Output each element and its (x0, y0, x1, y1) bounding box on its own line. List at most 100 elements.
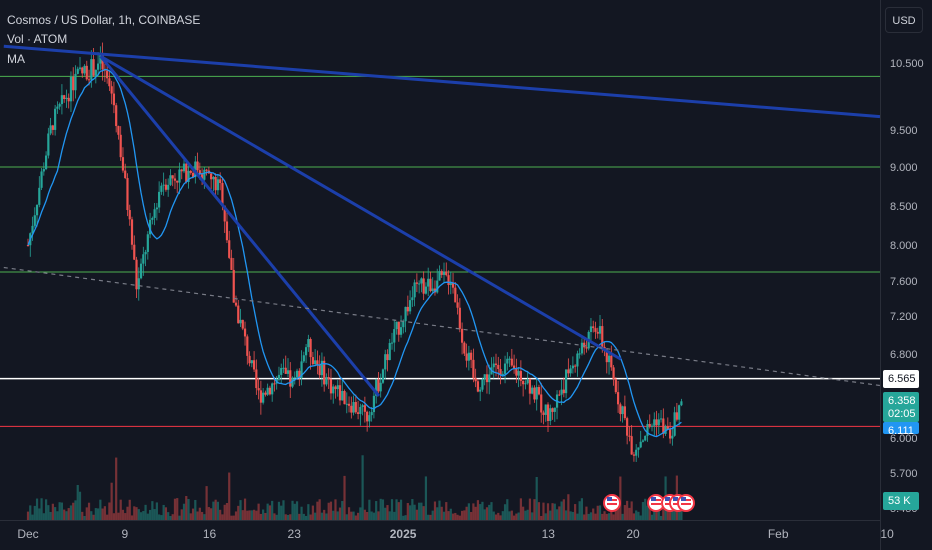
volume-bar (137, 509, 140, 520)
volume-bar (476, 500, 480, 520)
volume-bar (203, 514, 206, 520)
volume-bar (503, 504, 507, 520)
time-axis-line (0, 520, 880, 521)
volume-bar (185, 496, 188, 520)
horizontal-levels[interactable] (0, 75, 880, 427)
us-flag-icon[interactable] (647, 494, 665, 512)
trendline-3[interactable] (3, 266, 881, 387)
trendline-1[interactable] (99, 55, 381, 397)
candle (128, 204, 131, 226)
candle (560, 379, 563, 406)
volume-bar (309, 514, 312, 520)
volume-bar (422, 506, 425, 520)
volume-bar (440, 506, 443, 520)
candle (146, 231, 149, 260)
volume-bar (323, 509, 326, 520)
candle (422, 271, 425, 301)
volume-bars (26, 455, 683, 520)
volume-bar (501, 511, 504, 520)
candle (316, 350, 319, 375)
volume-bar (115, 457, 118, 520)
volume-bar (332, 510, 335, 520)
candle (379, 373, 382, 398)
volume-bar (232, 515, 235, 520)
candle (67, 93, 70, 109)
volume-bar (216, 501, 220, 520)
candle (408, 290, 412, 315)
candle (644, 435, 647, 442)
candle (510, 348, 513, 367)
currency-button[interactable]: USD (885, 7, 923, 33)
volume-bar (564, 510, 568, 520)
price-axis[interactable] (880, 0, 932, 550)
volume-bar (275, 514, 278, 520)
candle (164, 178, 168, 192)
economic-events[interactable] (603, 494, 695, 512)
volume-bar (375, 501, 378, 520)
candle (641, 439, 645, 443)
candle (139, 258, 143, 280)
trendline-0[interactable] (3, 44, 881, 119)
ma-legend[interactable]: MA (7, 52, 25, 66)
us-flag-icon[interactable] (603, 494, 621, 512)
candle (465, 343, 468, 368)
candle (517, 367, 520, 388)
candle (594, 321, 597, 339)
candle (637, 447, 640, 458)
volume-bar (528, 498, 532, 520)
volume-bar (266, 503, 269, 520)
candle (551, 407, 554, 420)
volume-legend[interactable]: Vol · ATOM (7, 32, 68, 46)
candle (361, 403, 364, 416)
candle (350, 396, 353, 419)
volume-bar (465, 506, 468, 520)
candle (616, 380, 620, 413)
volume-bar (259, 513, 262, 520)
volume-bar (535, 476, 538, 520)
volume-bar (338, 507, 342, 520)
candle (119, 126, 122, 161)
candle (657, 413, 660, 435)
volume-bar (345, 514, 348, 520)
volume-bar (264, 512, 267, 520)
candle (614, 377, 617, 394)
volume-bar (657, 504, 660, 520)
volume-bar (499, 515, 502, 520)
candle (512, 354, 516, 374)
trendlines[interactable] (3, 44, 881, 397)
trendline-2[interactable] (99, 55, 622, 361)
volume-bar (81, 511, 84, 520)
candle (567, 358, 570, 378)
volume-bar (273, 513, 276, 520)
volume-bar (485, 507, 489, 520)
volume-bar (246, 510, 249, 520)
candle (160, 182, 163, 195)
candle (368, 411, 371, 428)
candle (578, 348, 581, 359)
volume-bar (524, 510, 527, 520)
candle (621, 405, 624, 423)
candle (185, 160, 188, 184)
candle (243, 321, 247, 346)
moving-average-line (27, 68, 682, 438)
candle (528, 378, 532, 405)
candle (381, 368, 385, 385)
candle (268, 385, 272, 396)
candle (162, 172, 165, 196)
volume-bar (386, 505, 389, 520)
volume-bar (546, 503, 550, 520)
symbol-title[interactable]: Cosmos / US Dollar, 1h, COINBASE (7, 13, 201, 27)
candle (366, 410, 369, 432)
volume-bar (320, 512, 324, 520)
candle (488, 364, 491, 395)
candle (598, 314, 602, 340)
candle (257, 377, 260, 400)
candle (406, 295, 409, 316)
volume-bar (234, 511, 238, 520)
us-flag-icon[interactable] (677, 494, 695, 512)
candle (592, 320, 595, 333)
candle (318, 355, 321, 379)
candle (76, 66, 79, 75)
candle (343, 389, 346, 405)
